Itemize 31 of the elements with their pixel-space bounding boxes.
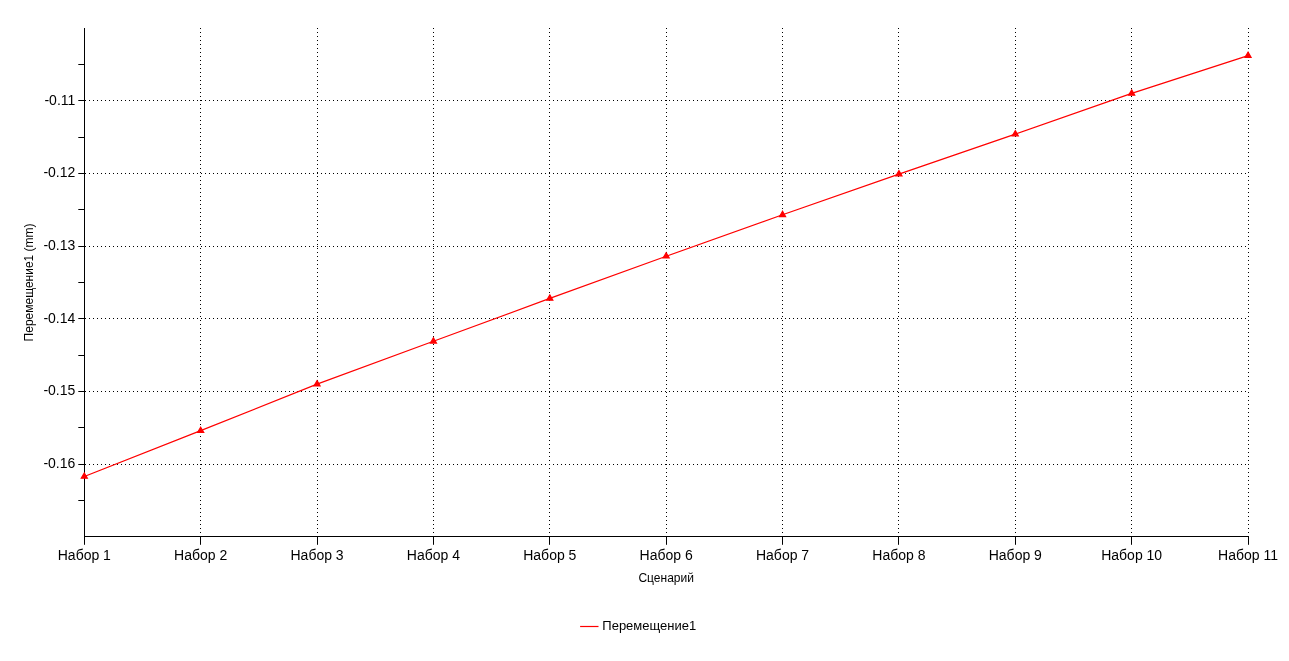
point bbox=[546, 294, 554, 301]
x-tick-label: Набор 7 bbox=[755, 547, 810, 564]
point bbox=[80, 472, 88, 479]
x-tick-label: Набор 6 bbox=[639, 547, 693, 564]
legend-label: Перемещение1 bbox=[602, 618, 697, 634]
point bbox=[313, 380, 321, 387]
x-tick-label: Набор 8 bbox=[872, 547, 926, 564]
x-tick-label: Набор 11 bbox=[1218, 547, 1279, 564]
x-axis-title: Сценарий bbox=[638, 571, 694, 586]
x-tick-label: Набор 3 bbox=[290, 547, 344, 564]
y-tick-label: -0.11 bbox=[44, 91, 76, 108]
y-tick-label: -0.16 bbox=[43, 454, 76, 471]
point bbox=[895, 170, 903, 177]
y-axis-title: Перемещение1 (mm) bbox=[21, 223, 36, 342]
point bbox=[429, 337, 438, 344]
y-tick-label: -0.14 bbox=[43, 309, 76, 326]
x-tick-label: Набор 2 bbox=[174, 547, 228, 564]
y-tick-label: -0.13 bbox=[43, 236, 76, 253]
y-tick-label: -0.15 bbox=[43, 382, 76, 399]
point bbox=[1011, 130, 1019, 137]
point bbox=[662, 252, 670, 259]
point bbox=[778, 210, 787, 218]
x-tick-label: Набор 5 bbox=[523, 547, 577, 564]
x-tick-label: Набор 4 bbox=[406, 547, 461, 564]
x-tick-label: Набор 10 bbox=[1101, 547, 1163, 564]
x-tick-label: Набор 1 bbox=[57, 547, 112, 564]
y-tick-label: -0.12 bbox=[43, 164, 76, 181]
point bbox=[1244, 51, 1252, 58]
point bbox=[197, 426, 205, 434]
point bbox=[1128, 89, 1136, 96]
x-tick-label: Набор 9 bbox=[988, 547, 1043, 564]
